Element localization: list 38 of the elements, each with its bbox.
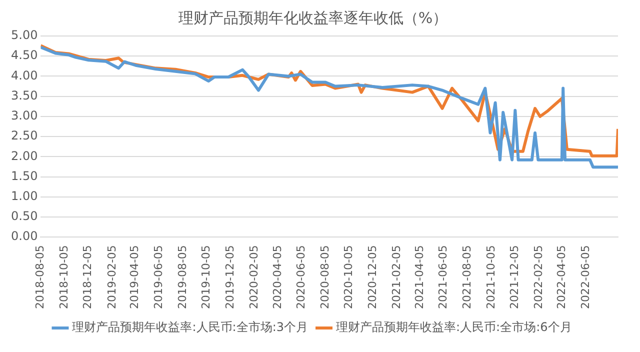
y-tick-label: 4.50 [11, 48, 38, 62]
x-tick-label: 2018-12-05 [81, 245, 94, 310]
x-tick-label: 2021-10-05 [484, 245, 498, 310]
x-tick-label: 2021-12-05 [508, 245, 522, 310]
x-tick-label: 2021-06-05 [436, 245, 450, 310]
y-tick-label: 3.50 [11, 88, 38, 102]
x-tick-label: 2018-10-05 [57, 245, 70, 310]
y-tick-label: 2.00 [11, 148, 38, 163]
y-tick-label: 5.00 [11, 28, 38, 42]
y-tick-label: 3.00 [11, 108, 38, 123]
y-tick-label: 4.00 [11, 68, 38, 82]
x-tick-label: 2021-08-05 [460, 245, 474, 310]
x-tick-label: 2019-02-05 [105, 245, 118, 310]
y-tick-label: 0.00 [11, 229, 38, 244]
x-tick-label: 2022-04-05 [555, 245, 568, 310]
x-tick-label: 2019-10-05 [200, 245, 213, 310]
x-tick-label: 2022-06-05 [578, 245, 592, 310]
x-tick-label: 2019-08-05 [176, 245, 189, 310]
x-tick-label: 2020-08-05 [318, 245, 332, 310]
x-tick-label: 2020-06-05 [294, 245, 308, 310]
y-tick-label: 1.00 [11, 188, 38, 203]
x-tick-label: 2021-02-05 [390, 245, 403, 310]
x-tick-label: 2019-04-05 [128, 245, 142, 310]
x-tick-label: 2020-12-05 [366, 245, 379, 310]
x-tick-label: 2018-08-05 [34, 245, 47, 310]
y-tick-label: 1.50 [11, 168, 38, 183]
x-tick-label: 2020-04-05 [270, 245, 284, 310]
x-tick-label: 2019-12-05 [223, 245, 236, 310]
x-tick-label: 2021-04-05 [412, 245, 426, 310]
x-tick-label: 2022-02-05 [532, 245, 546, 310]
x-tick-label: 2020-02-05 [247, 245, 260, 310]
y-tick-label: 0.50 [11, 209, 38, 224]
x-tick-label: 2020-10-05 [342, 245, 356, 310]
legend-label: 理财产品预期年收益率:人民币:全市场:3个月 [72, 320, 308, 334]
chart-title: 理财产品预期年化收益率逐年收低（%） [178, 8, 448, 27]
y-tick-label: 2.50 [11, 128, 38, 143]
x-tick-label: 2019-06-05 [152, 245, 165, 310]
legend-label: 理财产品预期年收益率:人民币:全市场:6个月 [336, 320, 572, 334]
